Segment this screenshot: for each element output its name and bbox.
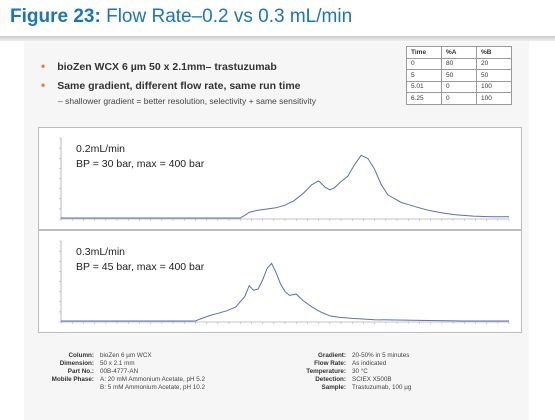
table-cell: 5.01 [406, 80, 442, 93]
sub-bullet: – shallower gradient = better resolution… [58, 96, 316, 106]
spec-value: SCIEX X500B [352, 376, 392, 383]
table-cell: 80 [441, 57, 477, 70]
spec-value: 20-50% in 5 minutes [352, 352, 410, 359]
table-cell: 0 [441, 80, 477, 93]
spec-value: As indicated [352, 360, 387, 367]
spec-value: 50 x 2.1 mm [100, 360, 135, 367]
spec-value: B: 5 mM Ammonium Acetate, pH 10.2 [100, 384, 205, 391]
table-row: 5.01 0 100 [406, 80, 512, 93]
table-header-cell: %B [476, 46, 512, 59]
table-row: 6.25 0 100 [406, 92, 512, 105]
bullet-item: • bioZen WCX 6 µm 50 x 2.1mm– trastuzumab [41, 59, 277, 73]
spec-key: Mobile Phase: [51, 376, 94, 383]
title-bar: Figure 23: Flow Rate–0.2 vs 0.3 mL/min [0, 0, 555, 36]
panel-label-line: 0.2mL/min [76, 143, 126, 155]
spec-value: 00B-4777-AN [100, 368, 139, 375]
spec-key: Flow Rate: [314, 360, 346, 367]
spec-key: Part No.: [67, 368, 94, 375]
panel-label-1: 0.2mL/min BP = 30 bar, max = 400 bar [76, 142, 204, 172]
spec-key: Temperature: [306, 368, 346, 375]
spec-value: A: 20 mM Ammonium Acetate, pH 5.2 [100, 376, 205, 383]
table-cell: 5 [406, 69, 442, 82]
chromatogram-plot-2 [59, 240, 510, 324]
table-row: 0 80 20 [406, 57, 512, 70]
chromatogram-trace [61, 154, 509, 219]
spec-value: bioZen 6 µm WCX [100, 352, 152, 359]
table-header-cell: Time [406, 46, 442, 59]
table-row: 5 50 50 [406, 69, 512, 82]
bullet-text: bioZen WCX 6 µm 50 x 2.1mm– trastuzumab [57, 61, 277, 73]
table-cell: 50 [476, 69, 512, 82]
spec-key: Sample: [321, 384, 347, 391]
spec-value: 30 °C [352, 368, 368, 375]
spec-key: Gradient: [318, 352, 346, 359]
figure-label: Figure 23: [10, 6, 101, 27]
table-cell: 6.25 [406, 92, 442, 105]
table-cell: 0 [406, 57, 442, 70]
chromatogram-panel-2: 0.3mL/min BP = 45 bar, max = 400 bar [38, 230, 522, 333]
figure-title-text: Flow Rate–0.2 vs 0.3 mL/min [100, 6, 353, 27]
gradient-table: Time %A %B 0 80 20 5 50 50 5.01 0 100 6.… [406, 46, 512, 105]
chromatogram-trace [61, 262, 509, 322]
gradient-table-header: Time %A %B [406, 46, 512, 59]
title-rule [0, 36, 555, 41]
bullet-text: Same gradient, different flow rate, same… [57, 80, 301, 92]
table-header-cell: %A [441, 46, 477, 59]
spec-key: Detection: [315, 376, 346, 383]
panel-label-line: 0.3mL/min [76, 246, 126, 258]
table-cell: 20 [476, 57, 512, 70]
table-cell: 50 [441, 69, 477, 82]
chromatogram-panel-1: 0.2mL/min BP = 30 bar, max = 400 bar [38, 127, 522, 230]
bullet-item: • Same gradient, different flow rate, sam… [41, 78, 301, 92]
spec-key: Dimension: [59, 360, 94, 367]
bullet-dot-icon: • [41, 78, 46, 92]
panel-label-line: BP = 30 bar, max = 400 bar [76, 158, 205, 170]
bullet-dot-icon: • [41, 59, 46, 73]
figure-title: Figure 23: Flow Rate–0.2 vs 0.3 mL/min [10, 6, 352, 28]
spec-key: Column: [68, 352, 94, 359]
table-cell: 100 [476, 92, 512, 105]
chromatogram-plot-1 [59, 137, 510, 221]
panel-label-2: 0.3mL/min BP = 45 bar, max = 400 bar [76, 245, 204, 275]
spec-value: Trastuzumab, 100 µg [352, 384, 412, 391]
table-cell: 0 [441, 92, 477, 105]
table-cell: 100 [476, 80, 512, 93]
panel-label-line: BP = 45 bar, max = 400 bar [76, 261, 205, 273]
